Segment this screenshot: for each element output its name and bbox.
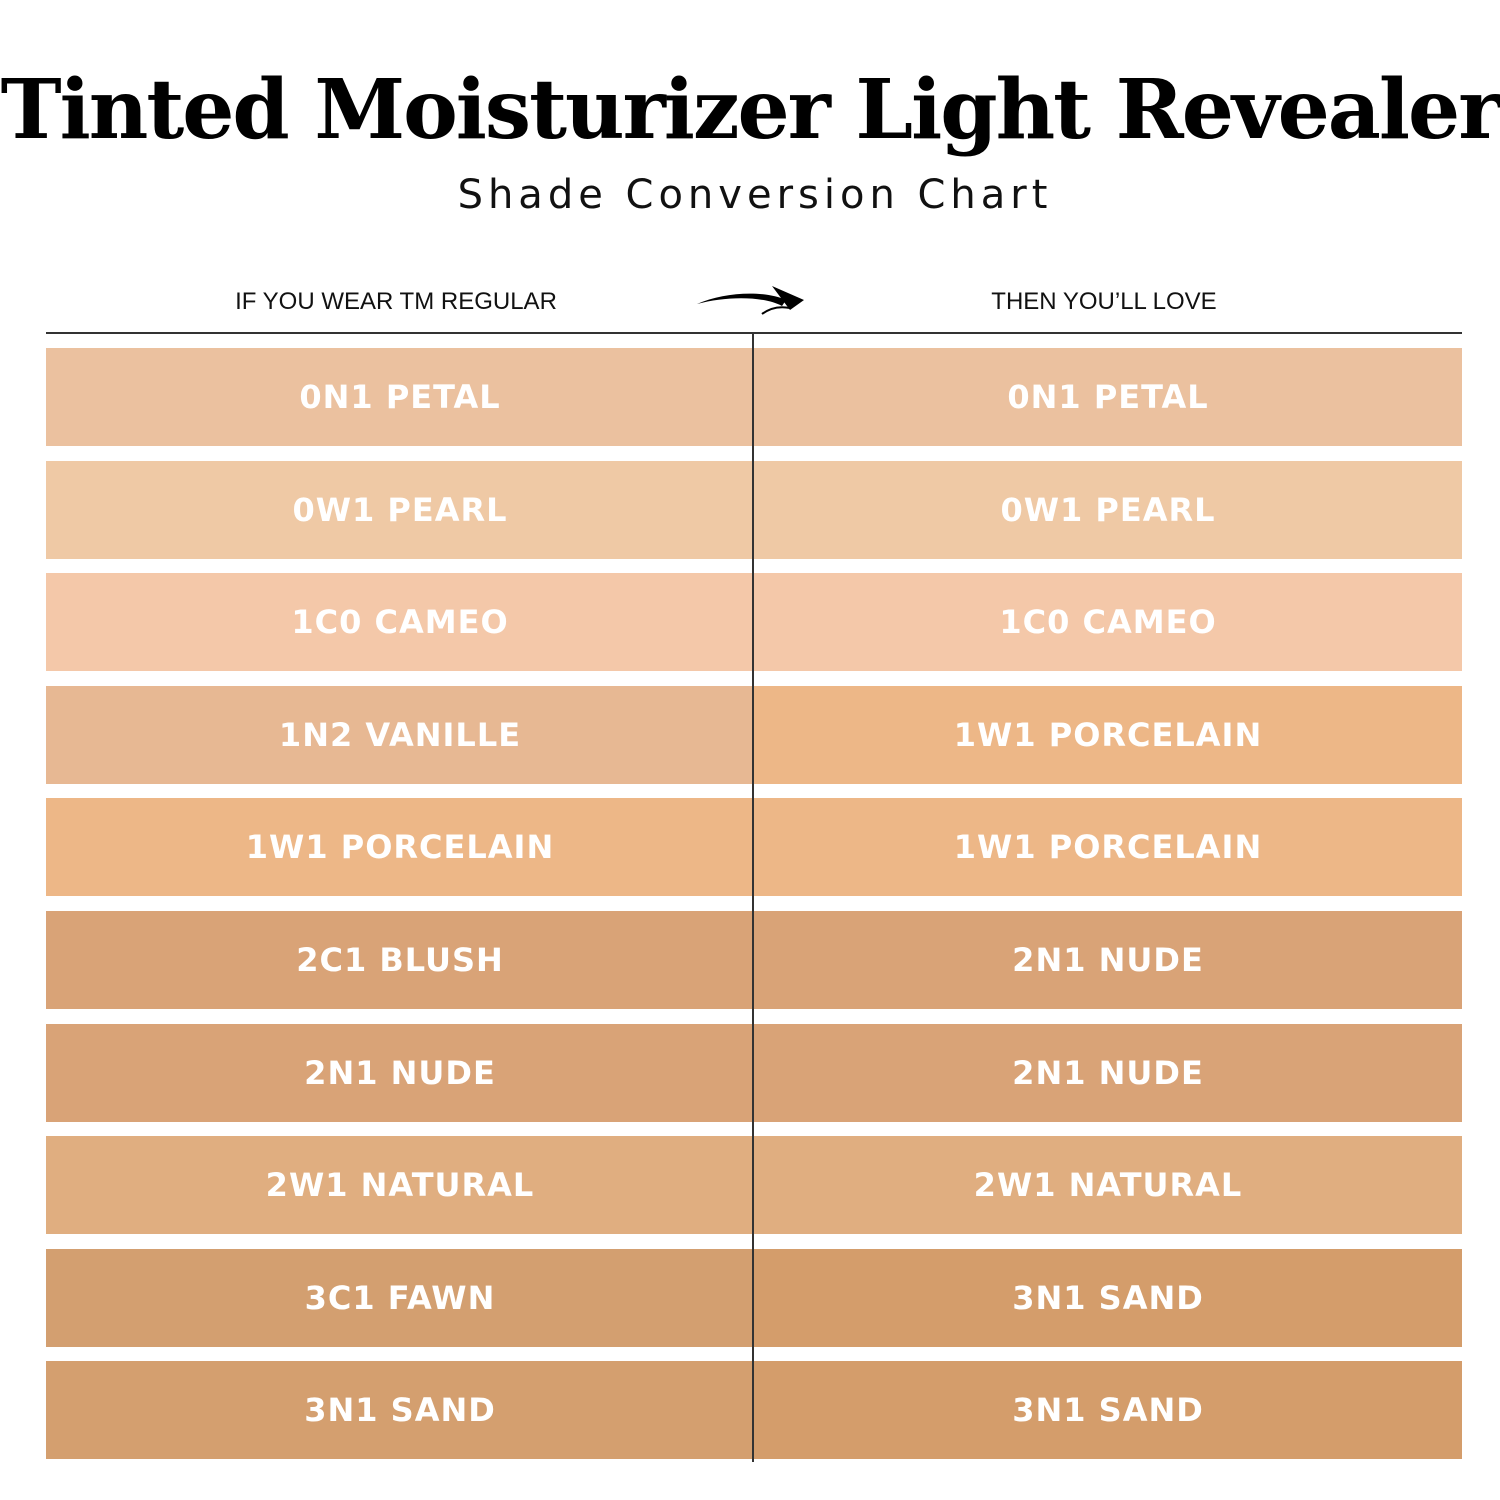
current-shade-cell: 2C1 BLUSH bbox=[46, 911, 754, 1009]
curved-arrow-right-icon bbox=[697, 286, 804, 315]
header-divider bbox=[46, 332, 1462, 334]
column-header-current: IF YOU WEAR TM REGULAR bbox=[235, 288, 557, 315]
recommended-shade-cell: 0W1 PEARL bbox=[754, 460, 1462, 559]
table-row: 0N1 PETAL 0N1 PETAL bbox=[46, 348, 1462, 446]
current-shade-cell: 0W1 PEARL bbox=[46, 460, 754, 559]
page-title: Tinted Moisturizer Light Revealer bbox=[0, 62, 1500, 158]
current-shade-cell: 2W1 NATURAL bbox=[46, 1136, 754, 1235]
recommended-shade-cell: 3N1 SAND bbox=[754, 1248, 1462, 1347]
recommended-shade-cell: 3N1 SAND bbox=[754, 1361, 1462, 1460]
recommended-shade-cell: 0N1 PETAL bbox=[754, 348, 1462, 446]
table-row: 3C1 FAWN 3N1 SAND bbox=[46, 1248, 1462, 1347]
current-shade-cell: 1W1 PORCELAIN bbox=[46, 798, 754, 897]
recommended-shade-cell: 1C0 CAMEO bbox=[754, 573, 1462, 672]
current-shade-cell: 3C1 FAWN bbox=[46, 1248, 754, 1347]
recommended-shade-cell: 1W1 PORCELAIN bbox=[754, 798, 1462, 897]
table-row: 1W1 PORCELAIN 1W1 PORCELAIN bbox=[46, 798, 1462, 897]
current-shade-cell: 2N1 NUDE bbox=[46, 1023, 754, 1122]
current-shade-cell: 3N1 SAND bbox=[46, 1361, 754, 1460]
table-row: 0W1 PEARL 0W1 PEARL bbox=[46, 460, 1462, 559]
column-header-recommended: THEN YOU’LL LOVE bbox=[991, 288, 1217, 315]
table-row: 3N1 SAND 3N1 SAND bbox=[46, 1361, 1462, 1460]
page-subtitle: Shade Conversion Chart bbox=[457, 172, 1053, 218]
current-shade-cell: 1C0 CAMEO bbox=[46, 573, 754, 672]
recommended-shade-cell: 1W1 PORCELAIN bbox=[754, 685, 1462, 784]
table-row: 2C1 BLUSH 2N1 NUDE bbox=[46, 911, 1462, 1009]
recommended-shade-cell: 2N1 NUDE bbox=[754, 1023, 1462, 1122]
column-divider bbox=[752, 333, 754, 1462]
recommended-shade-cell: 2N1 NUDE bbox=[754, 911, 1462, 1009]
recommended-shade-cell: 2W1 NATURAL bbox=[754, 1136, 1462, 1235]
table-row: 1N2 VANILLE 1W1 PORCELAIN bbox=[46, 685, 1462, 784]
current-shade-cell: 1N2 VANILLE bbox=[46, 685, 754, 784]
table-row: 2N1 NUDE 2N1 NUDE bbox=[46, 1023, 1462, 1122]
current-shade-cell: 0N1 PETAL bbox=[46, 348, 754, 446]
table-row: 2W1 NATURAL 2W1 NATURAL bbox=[46, 1136, 1462, 1235]
table-row: 1C0 CAMEO 1C0 CAMEO bbox=[46, 573, 1462, 672]
